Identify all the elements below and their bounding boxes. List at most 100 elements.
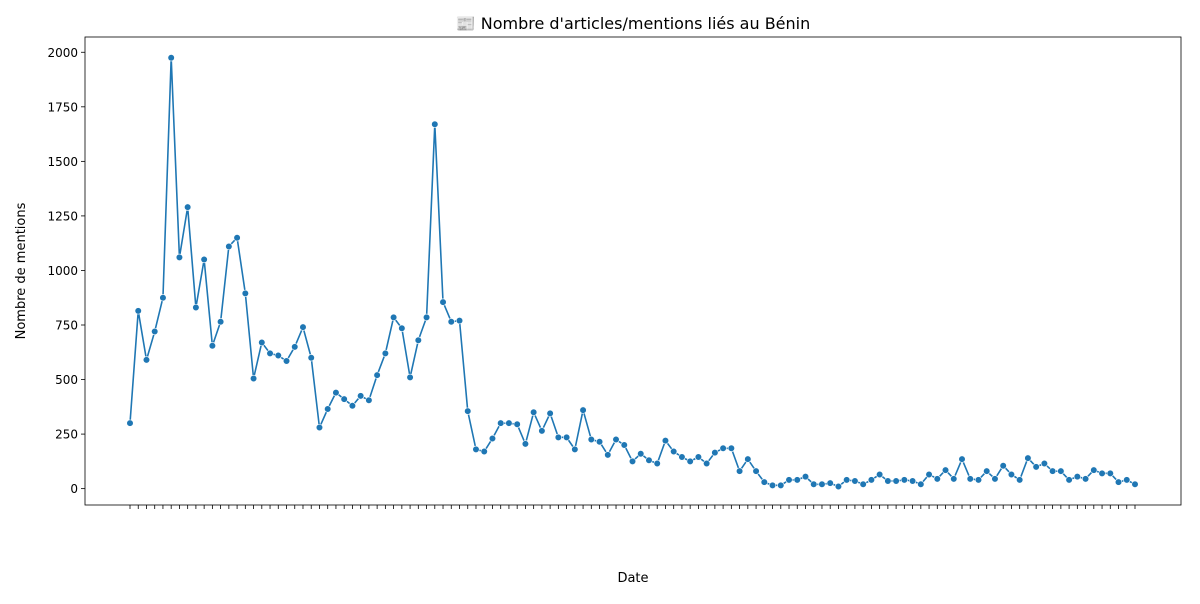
data-point bbox=[645, 456, 653, 464]
data-point bbox=[884, 477, 892, 485]
data-point bbox=[233, 234, 241, 242]
data-point bbox=[1106, 469, 1114, 477]
data-point bbox=[258, 338, 266, 347]
data-point bbox=[686, 457, 694, 465]
data-point bbox=[908, 477, 917, 485]
data-point bbox=[554, 433, 562, 441]
data-point bbox=[200, 255, 208, 264]
data-point bbox=[406, 373, 414, 381]
data-point bbox=[653, 459, 661, 468]
data-point bbox=[620, 441, 628, 449]
data-point bbox=[826, 479, 834, 487]
data-point bbox=[480, 447, 488, 456]
data-point bbox=[1016, 476, 1024, 484]
y-axis-ticks: 0 250 500 750 1000 1250 1500 1750 2000 bbox=[47, 46, 85, 496]
data-point bbox=[307, 354, 315, 362]
data-point bbox=[892, 477, 900, 485]
data-point bbox=[488, 434, 497, 443]
data-point bbox=[1024, 454, 1032, 462]
data-point bbox=[719, 444, 727, 452]
data-point bbox=[595, 438, 604, 446]
data-point bbox=[151, 327, 159, 336]
data-point bbox=[678, 453, 686, 461]
data-point bbox=[521, 440, 530, 448]
data-point bbox=[760, 478, 768, 486]
y-tick-label: 2000 bbox=[47, 46, 78, 60]
data-point bbox=[1032, 463, 1040, 471]
data-point bbox=[1114, 478, 1123, 486]
data-point bbox=[974, 476, 983, 484]
data-point bbox=[274, 351, 282, 360]
data-point bbox=[983, 467, 991, 475]
data-point bbox=[571, 445, 579, 453]
data-point bbox=[365, 396, 373, 404]
data-point bbox=[225, 242, 233, 251]
data-point bbox=[661, 437, 670, 445]
data-point bbox=[703, 459, 711, 468]
data-point bbox=[455, 317, 464, 325]
data-point bbox=[1049, 467, 1057, 475]
y-tick-label: 1000 bbox=[47, 264, 78, 278]
data-point bbox=[876, 470, 884, 479]
data-point bbox=[431, 120, 439, 128]
data-point bbox=[538, 427, 546, 435]
data-point bbox=[941, 466, 950, 474]
data-point bbox=[768, 481, 777, 489]
data-point bbox=[315, 423, 324, 432]
data-point bbox=[348, 402, 357, 410]
data-point bbox=[785, 476, 793, 484]
data-point bbox=[414, 336, 422, 344]
data-point bbox=[744, 455, 752, 463]
data-point bbox=[422, 313, 431, 321]
data-point bbox=[1098, 469, 1106, 477]
y-tick-label: 750 bbox=[55, 319, 78, 333]
data-point bbox=[167, 54, 175, 62]
data-point bbox=[381, 349, 389, 357]
data-point bbox=[587, 435, 595, 444]
data-point bbox=[447, 318, 455, 326]
data-point bbox=[390, 313, 398, 321]
data-point bbox=[843, 476, 851, 484]
data-point bbox=[1081, 475, 1090, 483]
data-point bbox=[134, 307, 142, 315]
data-point bbox=[530, 408, 538, 416]
data-point bbox=[735, 467, 744, 475]
data-point bbox=[1131, 480, 1139, 488]
data-point bbox=[208, 342, 216, 350]
data-point bbox=[810, 480, 818, 488]
y-tick-label: 0 bbox=[70, 482, 78, 496]
series-line bbox=[129, 56, 1136, 488]
data-point bbox=[505, 419, 513, 427]
data-point bbox=[579, 406, 587, 414]
data-point bbox=[612, 435, 620, 444]
data-point bbox=[711, 449, 719, 457]
data-point bbox=[752, 467, 760, 475]
data-point bbox=[777, 481, 785, 489]
data-point bbox=[793, 476, 801, 484]
y-tick-label: 1250 bbox=[47, 209, 78, 223]
data-point bbox=[249, 374, 258, 383]
data-point bbox=[1090, 466, 1098, 474]
data-point bbox=[1123, 476, 1131, 484]
data-point bbox=[373, 371, 381, 379]
data-point bbox=[818, 480, 826, 488]
data-point bbox=[439, 298, 447, 306]
data-point bbox=[1040, 459, 1048, 468]
y-tick-label: 500 bbox=[55, 373, 78, 387]
data-point bbox=[497, 419, 505, 427]
y-tick-label: 1750 bbox=[47, 100, 78, 114]
data-point bbox=[966, 475, 974, 483]
data-point bbox=[184, 203, 192, 211]
data-point bbox=[1073, 473, 1081, 481]
data-point bbox=[357, 392, 365, 400]
plot-frame bbox=[84, 36, 1182, 506]
data-point bbox=[241, 289, 249, 297]
data-point bbox=[670, 447, 678, 456]
data-point bbox=[834, 482, 843, 491]
data-point bbox=[324, 405, 332, 413]
y-tick-label: 1500 bbox=[47, 155, 78, 169]
data-point bbox=[562, 433, 571, 441]
data-point bbox=[472, 445, 480, 453]
